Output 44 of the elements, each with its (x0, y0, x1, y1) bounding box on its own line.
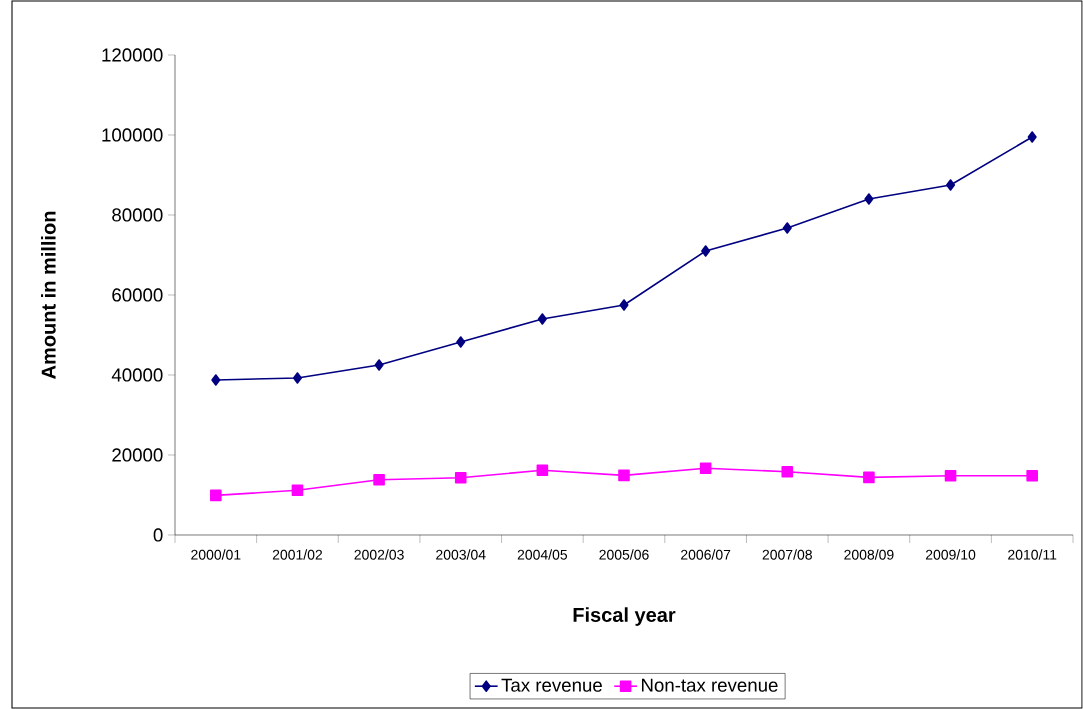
point (210, 489, 222, 502)
point (211, 374, 221, 386)
point (454, 471, 467, 484)
point (456, 336, 466, 348)
point (291, 484, 304, 496)
y-axis-title: Amount in million (41, 211, 56, 379)
point (699, 462, 712, 474)
y-tick-label: 120000 (102, 48, 163, 62)
y-tick-label: 80000 (112, 208, 163, 222)
point (618, 469, 630, 482)
point (864, 193, 874, 205)
point (946, 179, 956, 191)
point (944, 469, 957, 482)
point (1027, 131, 1037, 143)
point (536, 464, 549, 476)
point (781, 465, 794, 478)
x-tick-label: 2005/06 (599, 549, 649, 560)
point (374, 359, 384, 371)
point (1026, 469, 1038, 482)
point (373, 473, 385, 486)
y-tick-label: 20000 (112, 448, 163, 462)
point (537, 313, 547, 325)
y-tick-label: 60000 (112, 288, 163, 302)
x-tick-label: 2007/08 (762, 549, 812, 560)
x-tick-label: 2008/09 (844, 549, 894, 560)
y-tick-label: 0 (153, 528, 163, 542)
legend-label: Tax revenue (501, 678, 602, 692)
point (292, 372, 303, 384)
point (863, 471, 875, 484)
x-tick-label: 2004/05 (517, 549, 568, 560)
point (701, 245, 711, 257)
x-tick-label: 2006/07 (681, 549, 731, 560)
point (782, 222, 792, 234)
x-tick-label: 2009/10 (925, 549, 976, 560)
x-tick-label: 2002/03 (354, 549, 404, 560)
x-tick-label: 2003/04 (436, 549, 486, 560)
x-tick-label: 2000/01 (191, 549, 241, 560)
y-tick-label: 100000 (102, 128, 163, 142)
y-tick-label: 40000 (111, 368, 163, 382)
legend-label: Non-tax revenue (641, 678, 778, 692)
point (619, 299, 629, 311)
x-tick-label: 2010/11 (1008, 549, 1057, 560)
x-axis-title: Fiscal year (573, 607, 676, 626)
x-tick-label: 2001/02 (272, 549, 323, 560)
